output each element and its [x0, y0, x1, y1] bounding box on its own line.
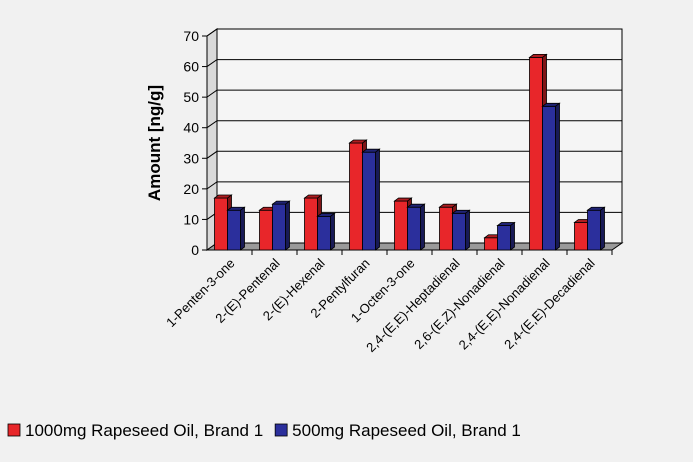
bar-front [259, 209, 273, 251]
legend-swatch [7, 423, 21, 437]
bar [541, 102, 561, 251]
bar-front [407, 206, 421, 251]
gridline [206, 89, 622, 98]
bar-front [349, 142, 363, 251]
bar-side [330, 212, 335, 251]
bar-front [439, 206, 453, 251]
gridline [206, 59, 622, 67]
bar [316, 212, 336, 251]
legend-label: 1000mg Rapeseed Oil, Brand 1 [25, 421, 263, 440]
bar-side [555, 102, 560, 251]
y-tick-label: 40 [183, 120, 199, 136]
bar-front [484, 237, 498, 251]
bar-front [452, 212, 466, 251]
bar-front [574, 222, 588, 251]
bar [496, 221, 516, 251]
gridline [206, 150, 622, 159]
bar-side [285, 200, 290, 251]
bar [271, 200, 291, 251]
bar [451, 209, 471, 251]
gridline [206, 28, 622, 37]
bar-side [510, 221, 515, 251]
bar-front [362, 151, 376, 251]
y-tick-label: 30 [183, 150, 199, 166]
y-tick-label: 0 [191, 242, 199, 258]
bar-front [542, 105, 556, 251]
bar [226, 206, 246, 251]
y-tick-label: 50 [183, 89, 199, 105]
legend-swatch [274, 423, 288, 437]
y-tick-label: 60 [183, 59, 199, 75]
bar-front [272, 203, 286, 251]
bar-side [420, 203, 425, 251]
bar-front [227, 209, 241, 251]
bar-front [214, 197, 228, 251]
bar-side [465, 209, 470, 251]
bar-side [600, 206, 605, 251]
gridline [206, 181, 622, 190]
gridline [206, 120, 622, 129]
bars [213, 53, 606, 251]
legend: 1000mg Rapeseed Oil, Brand 1 500mg Rapese… [7, 421, 521, 440]
bar-front [394, 200, 408, 251]
bar [361, 148, 381, 251]
bar-front [529, 57, 543, 251]
plot-area [205, 28, 624, 251]
y-tick-label: 10 [183, 211, 199, 227]
bar-front [587, 209, 601, 251]
legend-label: 500mg Rapeseed Oil, Brand 1 [292, 421, 521, 440]
y-tick-label: 70 [183, 28, 199, 44]
y-axis-label: Amount [ng/g] [145, 85, 164, 201]
bar-front [497, 225, 511, 251]
bar [406, 203, 426, 251]
y-tick-label: 20 [183, 181, 199, 197]
bar-front [304, 197, 318, 251]
bar-side [240, 206, 245, 251]
bar-side [375, 148, 380, 251]
bar [586, 206, 606, 251]
bar-front [317, 215, 331, 251]
